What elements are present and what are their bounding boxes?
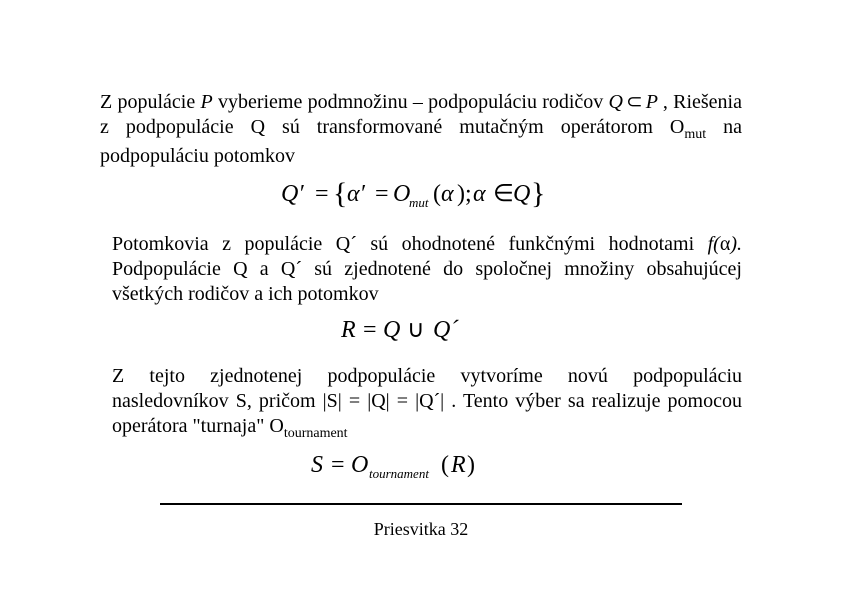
paragraph-3: Z tejto zjednotenej podpopulácie vytvorí…: [100, 364, 742, 443]
equation-3: S = O tournament ( R ): [100, 450, 742, 489]
p2-Qp2: Q´: [281, 258, 302, 280]
eq2-R: R: [341, 317, 356, 343]
p1-Q: Q: [251, 116, 265, 138]
p2-Qp: Q´: [336, 233, 357, 255]
p1-math-sub: ⊂: [623, 91, 646, 113]
p2-t2: sú ohodnotené funkčnými hodnotami: [357, 233, 708, 255]
eq3-S: S: [311, 452, 323, 478]
eq2-Q: Q: [383, 317, 400, 343]
p1-t2: vyberieme podmnožinu – podpopuláciu rodi…: [213, 91, 609, 113]
eq1-Osub: mut: [409, 195, 429, 210]
eq3-lpar: (: [441, 452, 449, 478]
eq1-a2: α: [441, 181, 454, 207]
eq1-a1: α′: [347, 181, 366, 207]
eq2-Qp: Q´: [433, 317, 459, 343]
eq3-eq: =: [331, 452, 345, 478]
eq1-rbrace: }: [531, 177, 545, 210]
equation-1: Q′ = { α′ = O mut ( α ) ; α ∈ Q }: [100, 177, 742, 218]
eq3-R: R: [450, 452, 466, 478]
equation-2: R = Q ∪ Q´: [100, 315, 742, 350]
paragraph-1: Z populácie P vyberieme podmnožinu – pod…: [100, 90, 742, 169]
eq1-a3: α: [473, 181, 486, 207]
p1-t1: Z populácie: [100, 91, 200, 113]
footer-rule: [160, 503, 682, 505]
eq1-eq2: =: [375, 181, 389, 207]
eq1-Qp: Q′: [281, 181, 304, 207]
p1-t4: sú transformované mutačným operátorom O: [265, 116, 684, 138]
eq1-semi: ;: [465, 181, 472, 207]
eq3-sub: tournament: [369, 466, 429, 481]
p2-f: f(: [708, 233, 720, 255]
eq3-O: O: [351, 452, 368, 478]
p3-tour: tournament: [284, 426, 348, 441]
p2-t1: Potomkovia z populácie: [112, 233, 336, 255]
p2-t3: Podpopulácie: [112, 258, 233, 280]
p1-math: Q⊂P: [609, 91, 663, 113]
p3-t1: Z tejto zjednotenej podpopulácie vytvorí…: [112, 365, 742, 437]
eq1-in: ∈: [493, 181, 514, 207]
p1-math-P: P: [646, 91, 658, 113]
footer-text: Priesvitka 32: [100, 519, 742, 540]
p1-P: P: [200, 91, 212, 113]
p2-Q: Q: [233, 258, 247, 280]
paragraph-2: Potomkovia z populácie Q´ sú ohodnotené …: [100, 232, 742, 307]
p1-mut: mut: [684, 127, 706, 142]
p1-math-Q: Q: [609, 91, 623, 113]
eq1-lbrace: {: [333, 177, 347, 210]
eq1-rpar: ): [457, 181, 465, 207]
eq1-eq: =: [315, 181, 329, 207]
p2-t4: a: [248, 258, 281, 280]
p2-alpha: α: [720, 233, 730, 255]
eq3-rpar: ): [467, 452, 475, 478]
eq1-lpar: (: [433, 181, 441, 207]
eq2-cup: ∪: [407, 317, 425, 343]
page: Z populácie P vyberieme podmnožinu – pod…: [0, 0, 842, 595]
p2-fclose: ).: [730, 233, 742, 255]
eq1-O: O: [393, 181, 410, 207]
eq1-Q: Q: [513, 181, 530, 207]
eq2-eq: =: [363, 317, 377, 343]
